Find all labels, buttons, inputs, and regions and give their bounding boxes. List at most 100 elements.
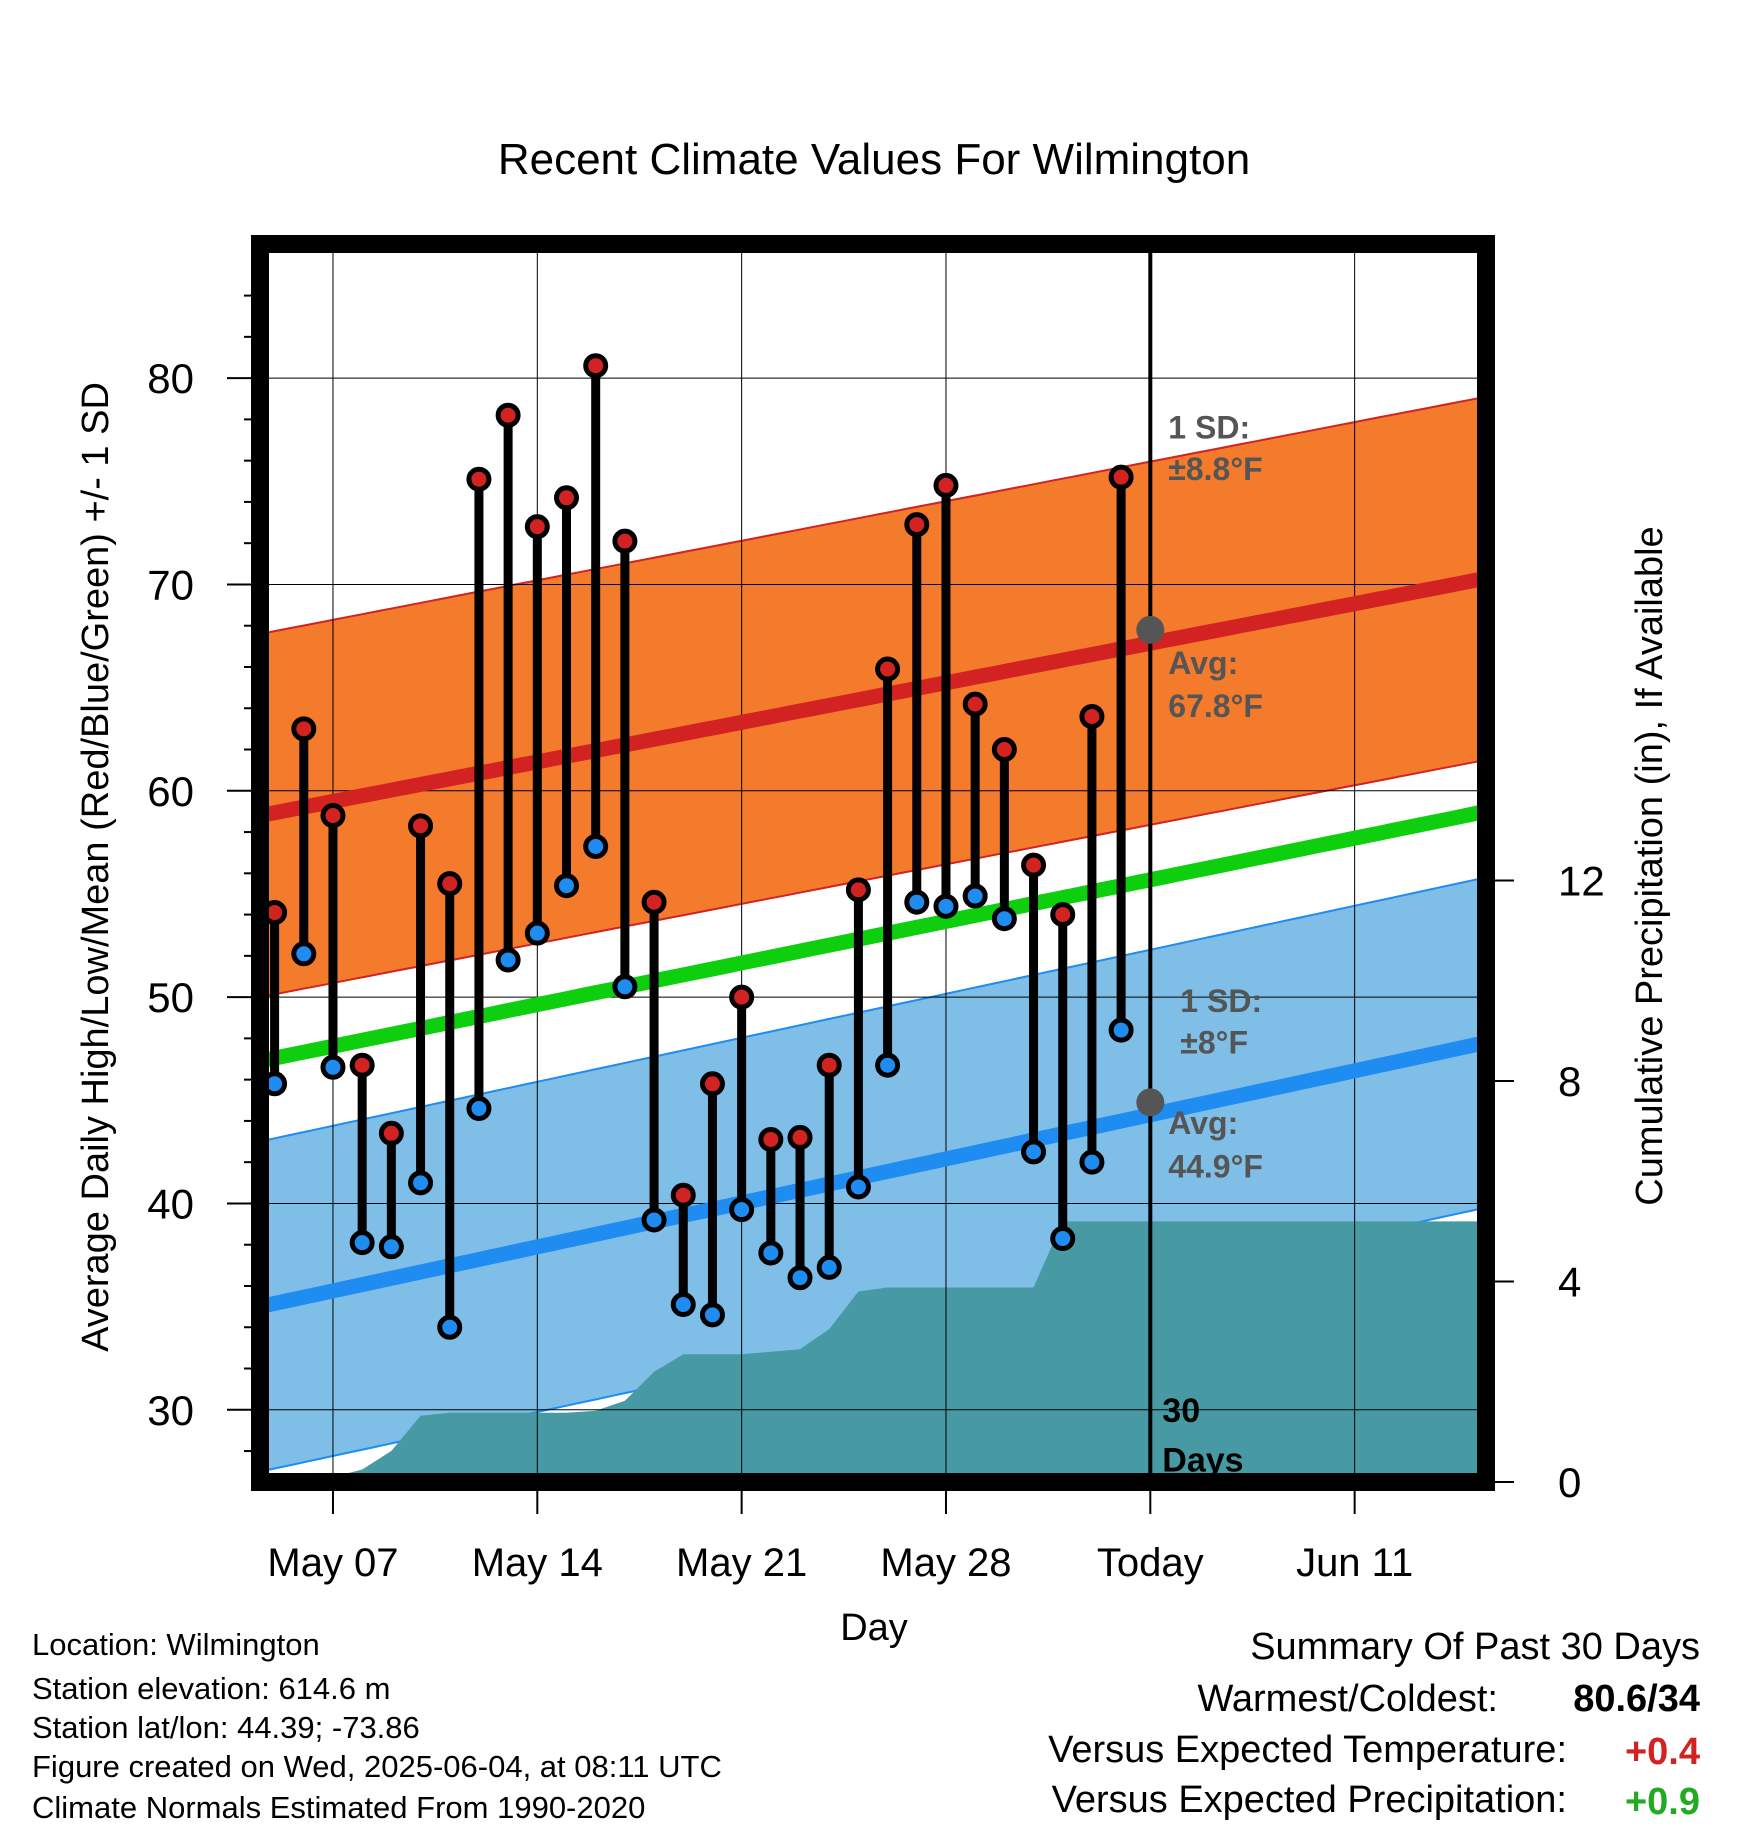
daily-low-point: [845, 1174, 871, 1200]
daily-high-point: [437, 871, 463, 897]
low-band-upper-edge: [260, 876, 1486, 1143]
footer-location: Location: Wilmington: [32, 1627, 320, 1662]
daily-low-point: [787, 1265, 813, 1291]
daily-low-point: [524, 920, 550, 946]
daily-low-point: [291, 941, 317, 967]
daily-low-point: [349, 1230, 375, 1256]
x-tick-label: May 28: [880, 1541, 1011, 1585]
daily-low-point: [378, 1234, 404, 1260]
summary-warm-cold-label: Warmest/Coldest:: [1197, 1678, 1498, 1720]
daily-high-point: [729, 984, 755, 1010]
daily-high-point: [962, 691, 988, 717]
summary-temp-label: Versus Expected Temperature:: [1048, 1729, 1567, 1771]
daily-low-point: [1021, 1139, 1047, 1165]
chart-title: Recent Climate Values For Wilmington: [498, 135, 1250, 184]
daily-high-point: [1021, 852, 1047, 878]
summary-precip-label: Versus Expected Precipitation:: [1052, 1779, 1567, 1821]
today-avg-high-marker: [1136, 615, 1165, 644]
daily-high-point: [466, 466, 492, 492]
y-left-tick-label: 60: [147, 768, 194, 815]
daily-low-point: [1108, 1017, 1134, 1043]
y-left-tick-label: 70: [147, 561, 194, 608]
daily-high-point: [641, 889, 667, 915]
y-left-tick-label: 30: [147, 1387, 194, 1434]
avg-low-value: 44.9°F: [1168, 1148, 1263, 1184]
daily-high-point: [991, 737, 1017, 763]
summary-warm-cold-value: 80.6/34: [1573, 1678, 1700, 1720]
plot-area: 1 SD: ±8.8°F Avg: 67.8°F 1 SD: ±8°F Avg: 44.9°F…: [147, 235, 1605, 1585]
daily-high-point: [670, 1182, 696, 1208]
daily-low-point: [670, 1292, 696, 1318]
days-window-label: Days: [1162, 1441, 1243, 1479]
daily-high-point: [349, 1052, 375, 1078]
daily-high-point: [291, 716, 317, 742]
avg-high-label: Avg:: [1168, 645, 1238, 681]
summary-temp-value: +0.4: [1625, 1731, 1700, 1773]
normal-mean-line: [260, 804, 1486, 1069]
daily-high-point: [758, 1126, 784, 1152]
daily-high-point: [583, 353, 609, 379]
today-avg-low-marker: [1136, 1088, 1165, 1117]
footer-elevation: Station elevation: 614.6 m: [32, 1671, 390, 1706]
precipitation-area: [274, 1221, 1486, 1482]
daily-low-point: [583, 833, 609, 859]
daily-high-point: [524, 514, 550, 540]
normal-high-line: [260, 570, 1486, 823]
daily-high-point: [875, 656, 901, 682]
daily-high-point: [1079, 704, 1105, 730]
daily-high-point: [1050, 902, 1076, 928]
daily-high-point: [554, 485, 579, 511]
daily-low-point: [495, 947, 521, 973]
summary-title: Summary Of Past 30 Days: [1250, 1626, 1700, 1668]
daily-low-point: [554, 873, 579, 899]
avg-low-label: Avg:: [1168, 1105, 1238, 1141]
daily-low-point: [729, 1197, 755, 1223]
x-axis-label: Day: [840, 1607, 908, 1649]
daily-low-point: [408, 1170, 434, 1196]
sd-high-label: 1 SD:: [1168, 410, 1250, 446]
days-window-number: 30: [1162, 1392, 1200, 1430]
sd-low-value: ±8°F: [1180, 1025, 1248, 1061]
x-tick-label: Today: [1097, 1541, 1204, 1585]
daily-low-point: [758, 1240, 784, 1266]
plot-frame: [251, 235, 1495, 1491]
daily-high-point: [816, 1052, 842, 1078]
y-right-tick-label: 0: [1558, 1459, 1581, 1506]
y-left-tick-label: 80: [147, 355, 194, 402]
high-band-upper-edge: [260, 395, 1486, 635]
high-band-lower-edge: [260, 758, 1486, 999]
x-tick-label: May 14: [472, 1541, 603, 1585]
daily-low-point: [816, 1254, 842, 1280]
sd-low-label: 1 SD:: [1180, 983, 1262, 1019]
y-axis-label-right: Cumulative Precipitation (in), If Availa…: [1629, 526, 1671, 1205]
y-left-tick-label: 50: [147, 974, 194, 1021]
daily-high-point: [904, 512, 930, 538]
daily-low-point: [991, 906, 1017, 932]
daily-low-point: [875, 1052, 901, 1078]
sd-high-value: ±8.8°F: [1168, 451, 1262, 487]
daily-high-point: [787, 1124, 813, 1150]
footer-normals: Climate Normals Estimated From 1990-2020: [32, 1790, 645, 1825]
x-tick-label: Jun 11: [1296, 1541, 1413, 1585]
y-axis-label-left: Average Daily High/Low/Mean (Red/Blue/Gr…: [75, 382, 117, 1352]
x-tick-label: May 07: [267, 1541, 398, 1585]
daily-low-point: [320, 1054, 346, 1080]
daily-low-point: [1050, 1226, 1076, 1252]
daily-low-point: [1079, 1149, 1105, 1175]
x-tick-label: May 21: [676, 1541, 807, 1585]
daily-low-point: [466, 1096, 492, 1122]
daily-high-point: [408, 813, 434, 839]
daily-low-point: [962, 883, 988, 909]
normal-low-line: [260, 1035, 1486, 1314]
daily-high-point: [1108, 464, 1134, 490]
footer-latlon: Station lat/lon: 44.39; -73.86: [32, 1710, 420, 1745]
daily-high-point: [495, 402, 521, 428]
summary-precip-value: +0.9: [1625, 1781, 1700, 1823]
daily-low-point: [437, 1314, 463, 1340]
footer-created: Figure created on Wed, 2025-06-04, at 08…: [32, 1749, 722, 1784]
daily-high-point: [845, 877, 871, 903]
daily-low-point: [933, 893, 959, 919]
daily-low-point: [699, 1302, 725, 1328]
daily-high-point: [612, 528, 638, 554]
